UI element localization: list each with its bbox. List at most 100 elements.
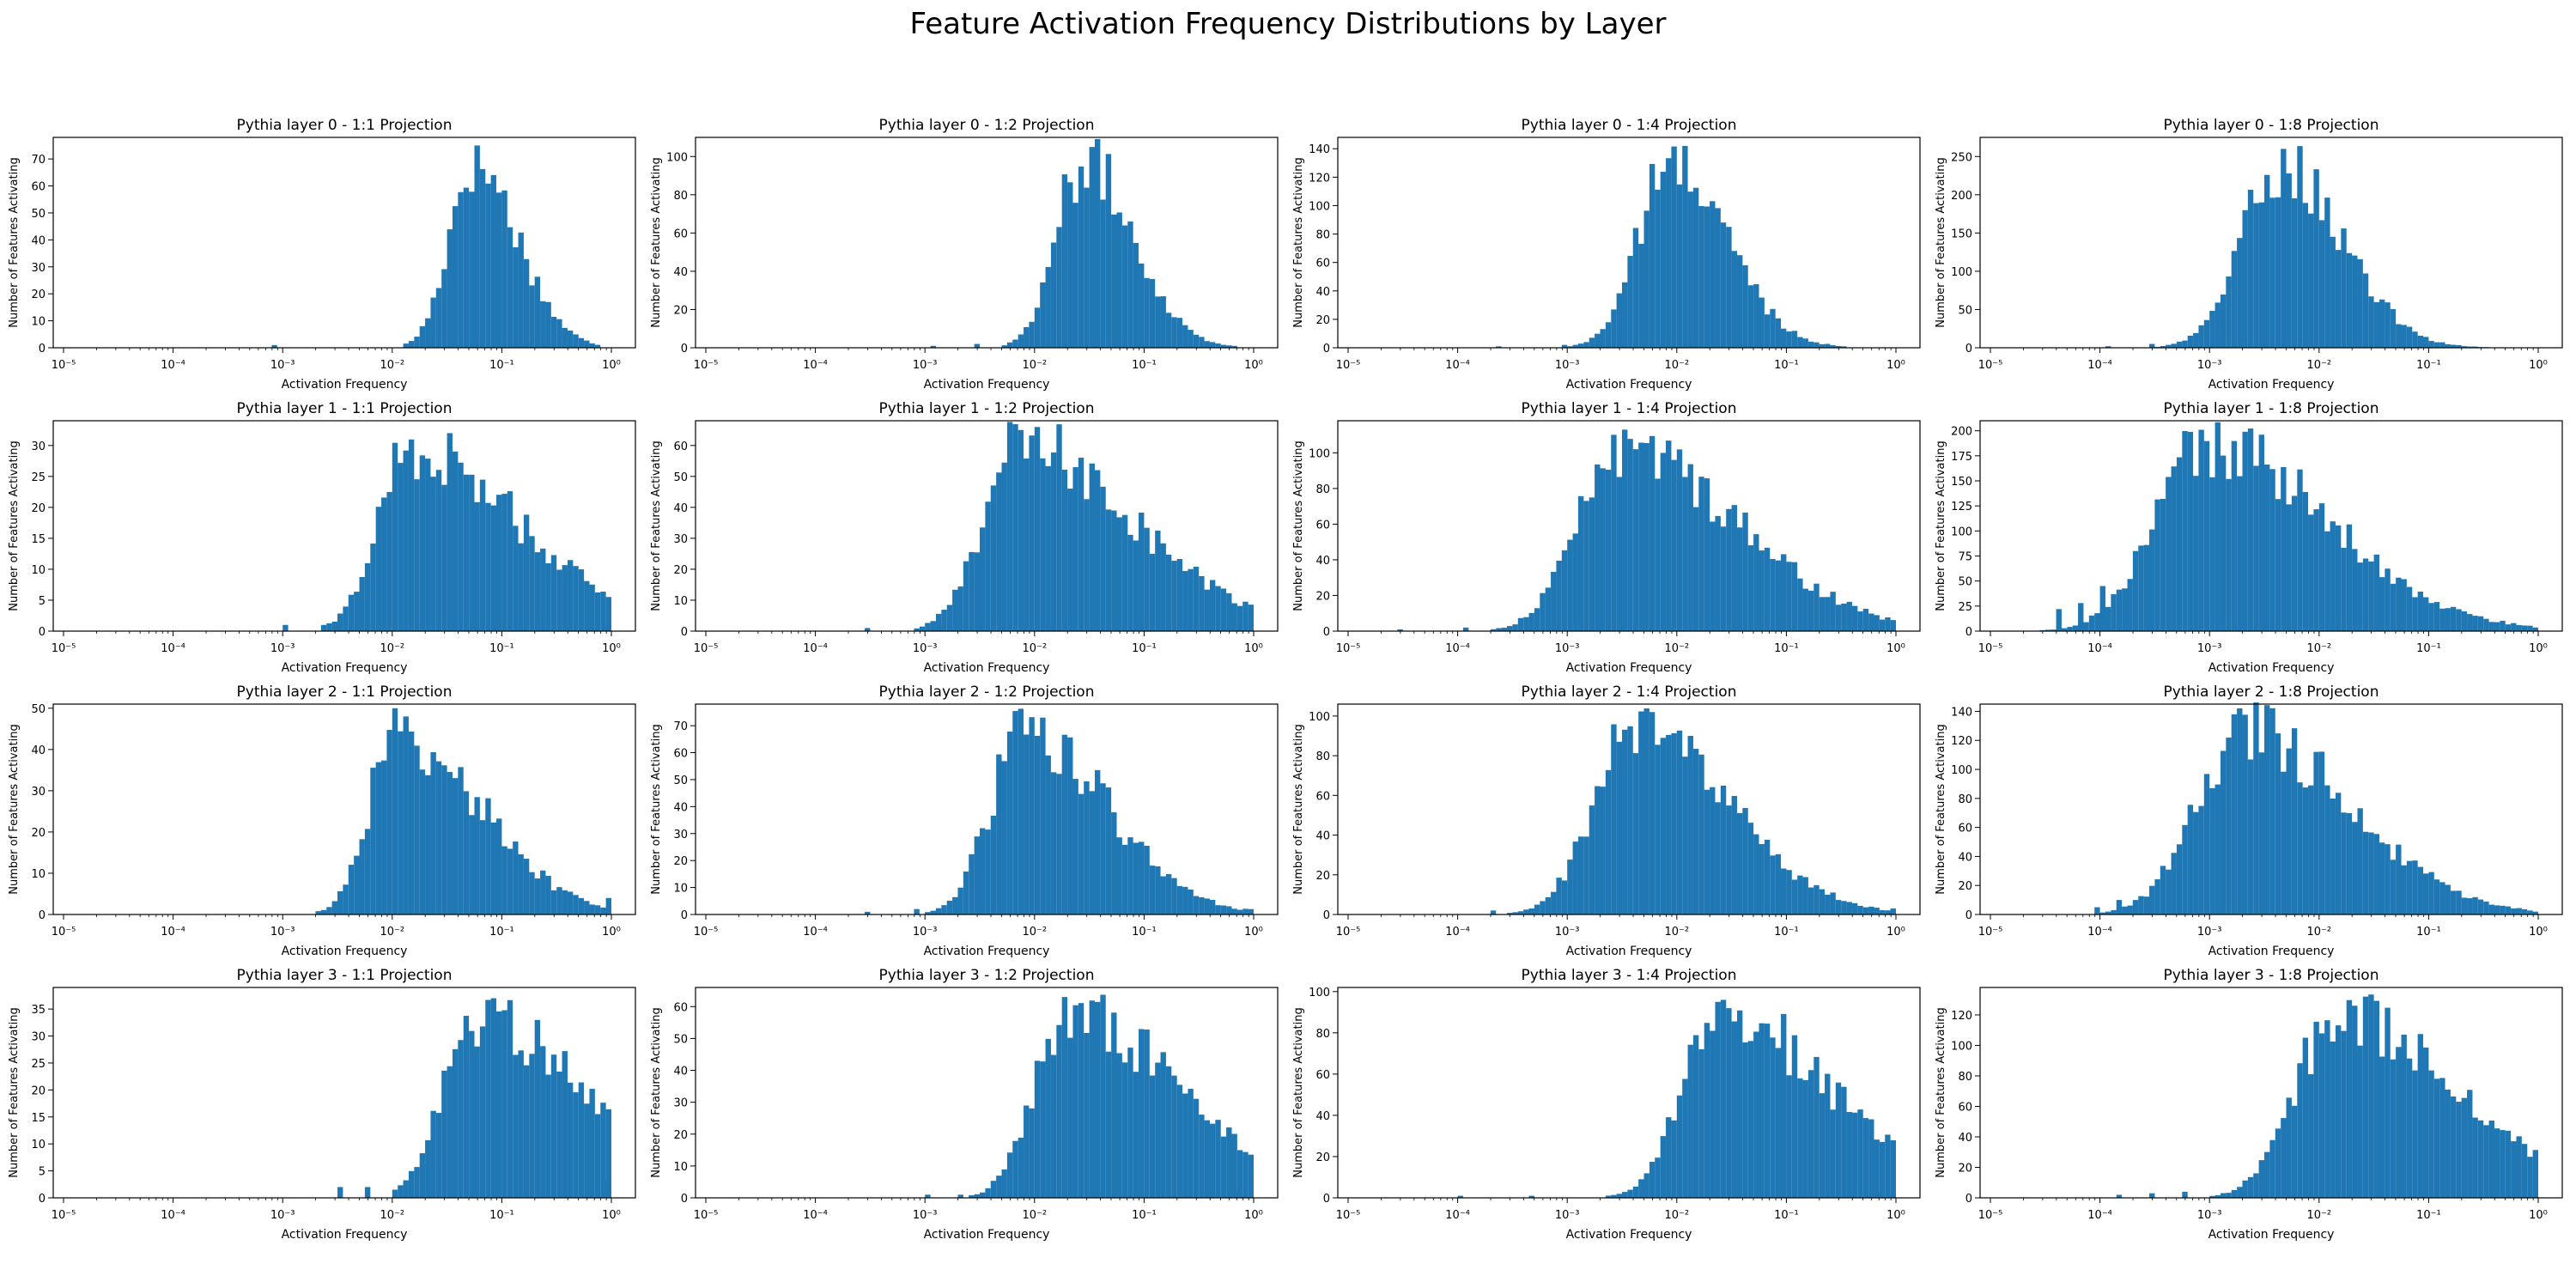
histogram-bar [1807, 590, 1814, 631]
figure-title: Feature Activation Frequency Distributio… [909, 7, 1667, 41]
histogram-bar [435, 288, 442, 348]
histogram-bar [2044, 629, 2051, 631]
histogram-bar [2154, 879, 2160, 914]
histogram-bar [408, 731, 415, 914]
histogram-bar [605, 1182, 611, 1198]
histogram-bar [2330, 236, 2336, 348]
histogram-bar [550, 316, 557, 348]
y-tick-label: 150 [1951, 228, 1972, 240]
histogram-bar [925, 912, 931, 914]
histogram-bar [2099, 586, 2105, 631]
histogram-bar [2116, 900, 2123, 914]
histogram-bar [398, 1185, 404, 1198]
histogram-bar [1589, 337, 1595, 348]
histogram-bar [963, 561, 969, 631]
histogram-bar [969, 551, 975, 631]
histogram-bar [584, 340, 590, 348]
histogram-bar [1024, 734, 1030, 914]
histogram-bar [1643, 442, 1649, 631]
subplot-1-1: Pythia layer 1 - 1:2 Projection 0 10 20 30 40… [650, 400, 1279, 675]
histogram-bar [2099, 912, 2105, 914]
histogram-bar [1171, 561, 1177, 631]
x-tick-label: 10⁻¹ [489, 642, 514, 655]
histogram-bar [2467, 346, 2473, 348]
histogram-bar [2203, 774, 2210, 914]
y-tick-label: 30 [31, 262, 46, 275]
histogram-bar [1220, 905, 1227, 914]
subplot-title: Pythia layer 2 - 1:4 Projection [1522, 683, 1737, 701]
subplot-title: Pythia layer 2 - 1:2 Projection [879, 683, 1095, 701]
histogram-bar [1029, 321, 1035, 348]
y-axis-label: Number of Features Activating [8, 724, 21, 894]
histogram-bar [2341, 547, 2347, 631]
histogram-bar [1643, 708, 1649, 914]
histogram-bar [1791, 1035, 1798, 1198]
histogram-bar [2072, 625, 2079, 631]
histogram-bar [2401, 579, 2407, 631]
histogram-bar [1528, 908, 1534, 914]
histogram-bar [545, 562, 551, 631]
histogram-bar [2160, 866, 2166, 914]
histogram-bar [1846, 1112, 1852, 1198]
y-tick-label: 20 [1958, 1162, 1972, 1175]
histogram-bar [2313, 169, 2319, 348]
histogram-bar [1577, 343, 1584, 348]
histogram-bar [584, 580, 590, 631]
histogram-bar [1006, 422, 1013, 631]
histogram-bar [2253, 465, 2259, 631]
histogram-bar [1791, 331, 1798, 348]
histogram-bar [1155, 296, 1161, 348]
y-tick-label: 20 [31, 289, 46, 301]
histogram-bar [1874, 1139, 1880, 1198]
histogram-bar [1736, 527, 1743, 631]
histogram-bar [1001, 345, 1007, 348]
histogram-bar [1204, 589, 1210, 631]
histogram-bar [578, 1082, 585, 1198]
histogram-bar [2477, 899, 2484, 914]
y-tick-label: 0 [1965, 909, 1972, 922]
histogram-bar [2297, 1063, 2303, 1198]
x-tick-label: 10⁻² [1664, 642, 1689, 655]
subplot-title: Pythia layer 2 - 1:8 Projection [2164, 683, 2379, 701]
histogram-bar [496, 818, 502, 914]
histogram-bar [2116, 1194, 2123, 1198]
histogram-bar [1775, 1048, 1782, 1198]
histogram-bar [1084, 781, 1090, 914]
histogram-bar [2127, 905, 2133, 914]
histogram-bar [573, 566, 579, 631]
x-axis-label: Activation Frequency [924, 1228, 1050, 1242]
x-tick-label: 10⁻² [1664, 926, 1689, 939]
histogram-bar [2242, 210, 2248, 348]
histogram-bar [2220, 1193, 2227, 1198]
histogram-bar [2182, 340, 2188, 348]
x-tick-label: 10⁻¹ [2416, 359, 2441, 372]
y-tick-label: 125 [1951, 501, 1972, 513]
histogram-bar [996, 1176, 1002, 1198]
histogram-bar [2477, 1120, 2484, 1198]
x-tick-label: 10⁻³ [2197, 642, 2222, 655]
histogram-bar [2346, 812, 2353, 914]
x-tick-label: 10⁻⁵ [1336, 926, 1361, 939]
histogram-bar [518, 1050, 524, 1198]
histogram-bar [2258, 752, 2264, 914]
histogram-bar [359, 577, 365, 631]
histogram-bar [2318, 503, 2325, 631]
histogram-bar [1715, 802, 1721, 914]
histogram-bar [1029, 1108, 1035, 1198]
histogram-bar [2379, 299, 2385, 348]
histogram-bar [2302, 1037, 2309, 1198]
x-tick-label: 10⁻⁵ [1978, 926, 2003, 939]
histogram-bar [1462, 627, 1469, 631]
subplot-1-2: Pythia layer 1 - 1:4 Projection 0 20 40 60 80… [1292, 400, 1921, 675]
y-tick-label: 60 [31, 181, 46, 194]
histogram-bar [474, 145, 480, 348]
histogram-bar [556, 569, 562, 631]
y-axis-label: Number of Features Activating [8, 1007, 21, 1177]
histogram-bar [2439, 608, 2445, 631]
histogram-bar [1731, 251, 1737, 348]
x-tick-label: 10⁻⁴ [2087, 1209, 2112, 1222]
y-axis-label: Number of Features Activating [650, 157, 663, 327]
histogram-bar [1220, 588, 1227, 631]
histogram-bar [589, 343, 595, 348]
histogram-bar [1105, 1051, 1112, 1198]
